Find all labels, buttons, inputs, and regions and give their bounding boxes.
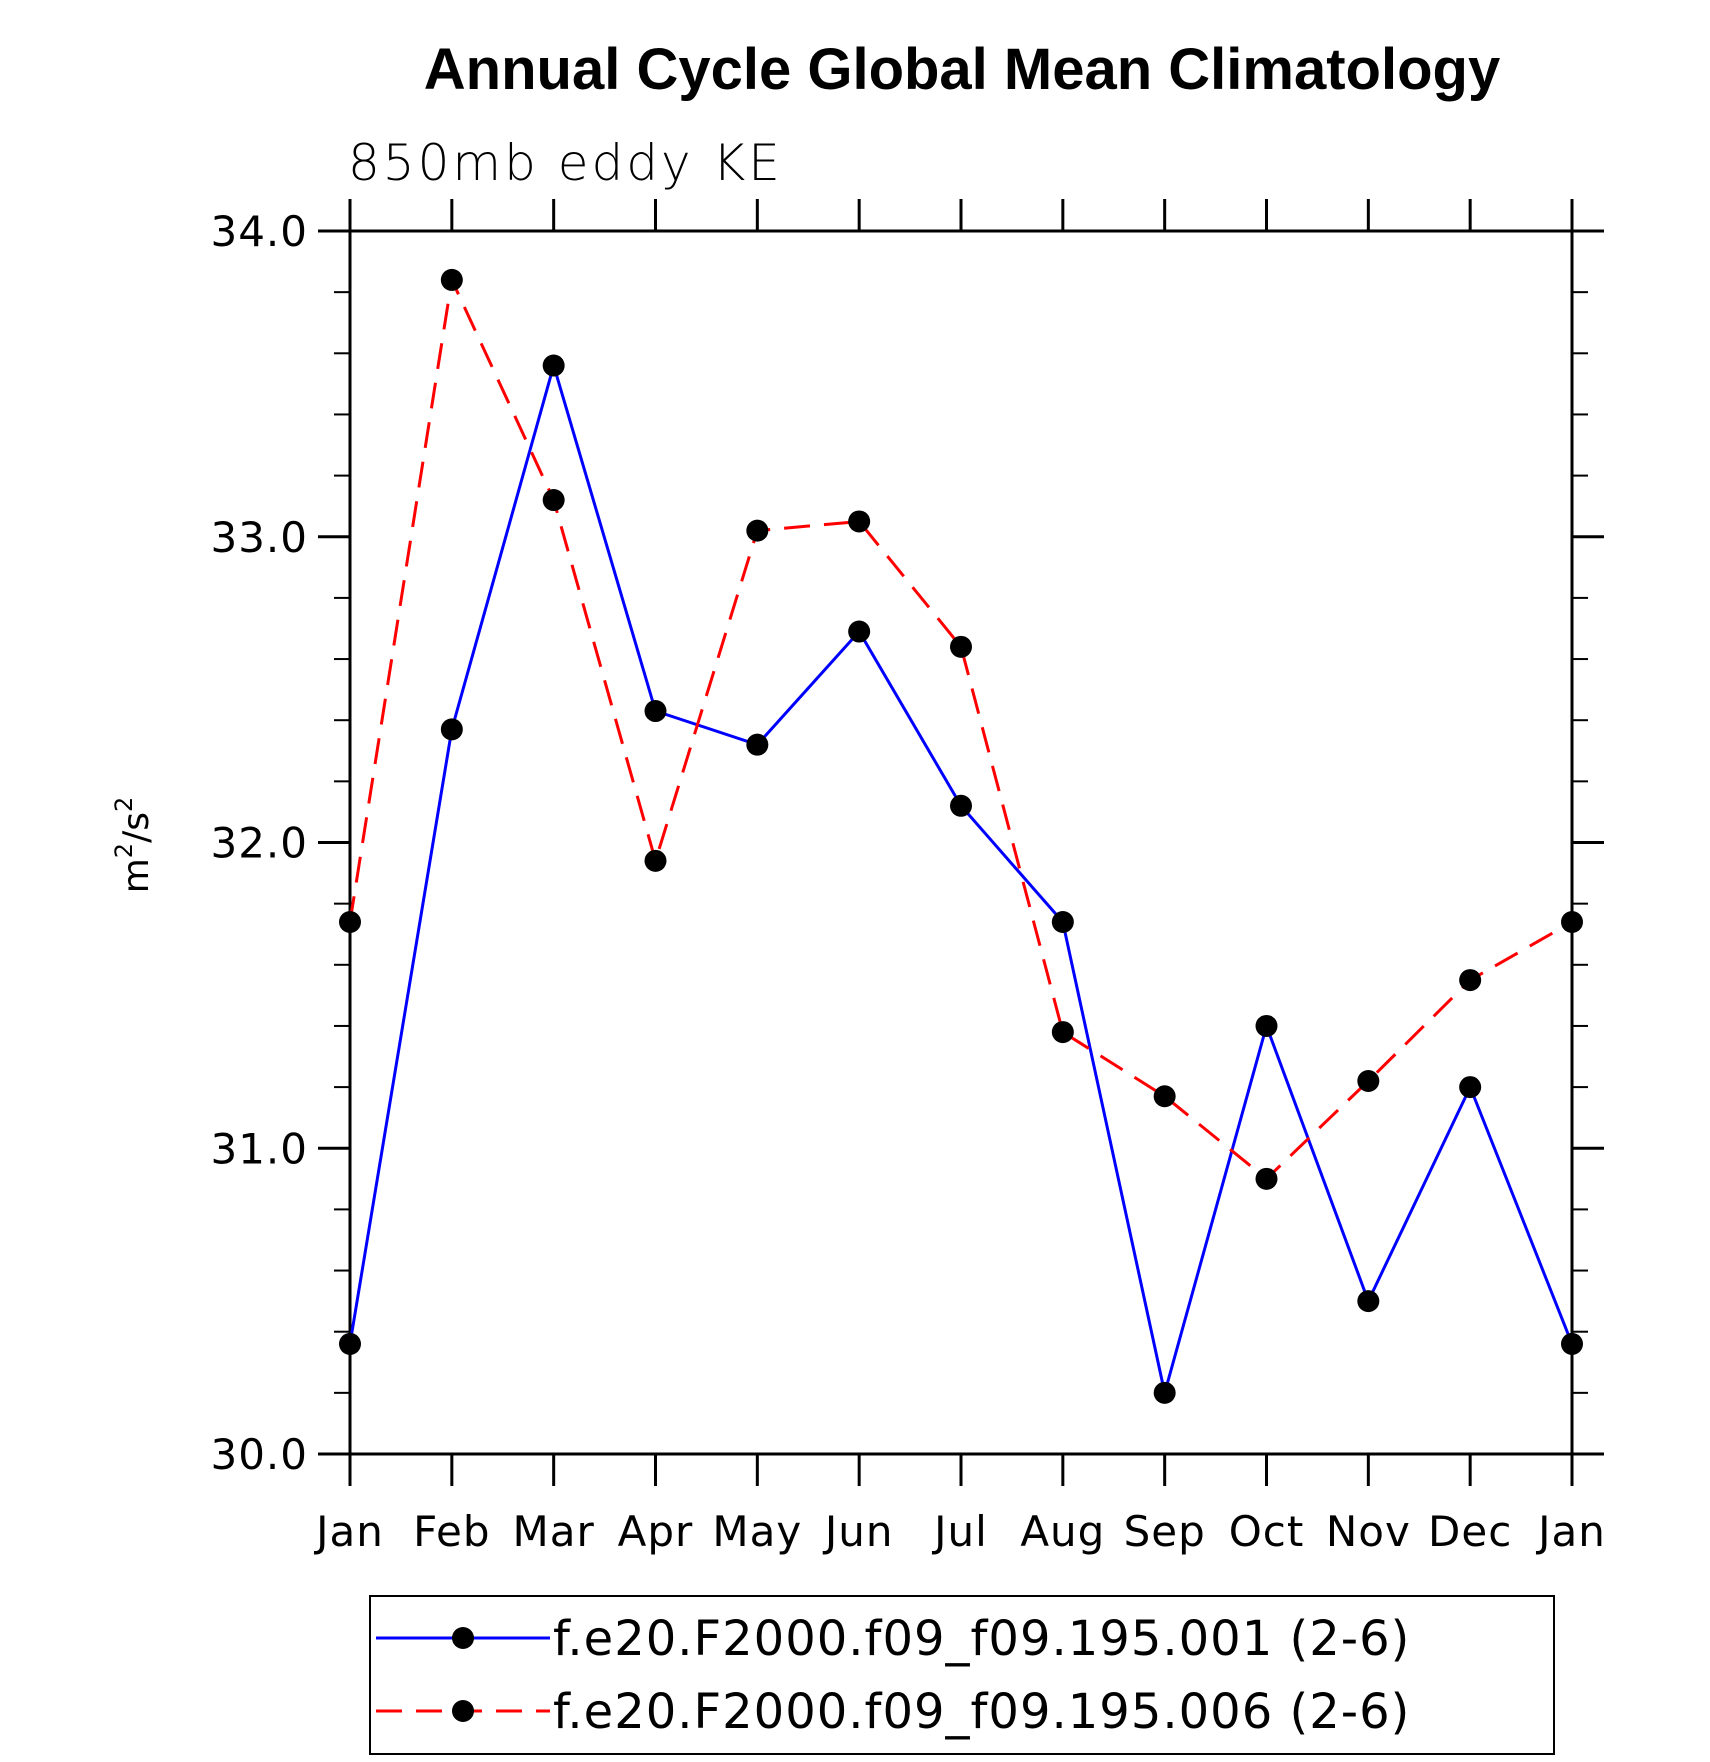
y-tick-label: 30.0 (210, 1430, 308, 1479)
data-point (848, 510, 871, 533)
tick-labels: 30.0 31.0 32.0 33.0 34.0 Jan Feb Mar Apr May Jun Ju… (210, 207, 1606, 1556)
data-point (1153, 1381, 1176, 1404)
x-tick-label: Jan (1535, 1507, 1606, 1556)
data-point (1459, 969, 1482, 992)
legend: f.e20.F2000.f09_f09.195.001 (2-6) f.e20.… (369, 1595, 1555, 1755)
y-axis-label: m2/s2 (110, 797, 157, 894)
svg-text:m2/s2: m2/s2 (110, 797, 157, 894)
y-tick-label: 32.0 (210, 819, 308, 868)
series-2 (339, 268, 1583, 1190)
x-tick-label: Apr (618, 1507, 694, 1556)
data-point (746, 519, 769, 542)
data-point (644, 700, 667, 723)
data-point (440, 718, 463, 741)
legend-box (369, 1595, 1555, 1755)
data-point (1051, 910, 1074, 933)
y-label-sup2: 2 (110, 797, 138, 812)
data-point (1561, 910, 1583, 933)
x-tick-label: Nov (1326, 1507, 1411, 1556)
data-point (1255, 1014, 1278, 1037)
legend-marker-series-2 (452, 1700, 474, 1722)
x-tick-label: Oct (1229, 1507, 1305, 1556)
series-line-2 (348, 274, 1573, 1181)
series-1 (339, 354, 1583, 1404)
data-point (1561, 1332, 1583, 1355)
plot-frame (348, 229, 1574, 1456)
legend-label-series-1: f.e20.F2000.f09_f09.195.001 (2-6) (553, 1611, 1410, 1667)
x-tick-label: Aug (1020, 1507, 1105, 1556)
data-point (339, 1332, 361, 1355)
y-label-base: m (116, 858, 157, 893)
y-tick-label: 31.0 (210, 1124, 308, 1173)
x-tick-label: Mar (513, 1507, 595, 1556)
y-tick-label: 34.0 (210, 207, 308, 256)
data-point (848, 620, 871, 643)
data-point (746, 733, 769, 756)
x-tick-label: Jul (931, 1507, 988, 1556)
data-point (1357, 1069, 1380, 1092)
x-tick-label: May (712, 1507, 802, 1556)
legend-label-series-2: f.e20.F2000.f09_f09.195.006 (2-6) (553, 1684, 1410, 1740)
data-point (1459, 1076, 1482, 1099)
x-tick-label: Sep (1124, 1507, 1206, 1556)
data-point (1051, 1021, 1074, 1044)
legend-marker-series-1 (452, 1627, 474, 1649)
data-point (950, 794, 972, 817)
data-point (1255, 1167, 1278, 1190)
data-point (440, 268, 463, 291)
y-label-mid: /s (116, 812, 157, 843)
data-point (339, 910, 361, 933)
series-line-1 (348, 360, 1574, 1394)
chart-subtitle: 850mb eddy KE (348, 134, 783, 192)
x-tick-label: Jan (313, 1507, 384, 1556)
axis-ticks (318, 199, 1604, 1486)
series-layer (339, 268, 1583, 1404)
data-point (542, 354, 565, 377)
chart-title: Annual Cycle Global Mean Climatology (424, 37, 1500, 102)
data-point (1153, 1085, 1176, 1108)
data-point (542, 489, 565, 512)
x-tick-label: Dec (1428, 1507, 1512, 1556)
y-tick-label: 33.0 (210, 513, 308, 562)
data-point (950, 635, 972, 658)
x-tick-label: Feb (413, 1507, 490, 1556)
x-tick-label: Jun (822, 1507, 894, 1556)
y-label-sup1: 2 (110, 843, 138, 858)
data-point (644, 849, 667, 872)
data-point (1357, 1290, 1380, 1313)
